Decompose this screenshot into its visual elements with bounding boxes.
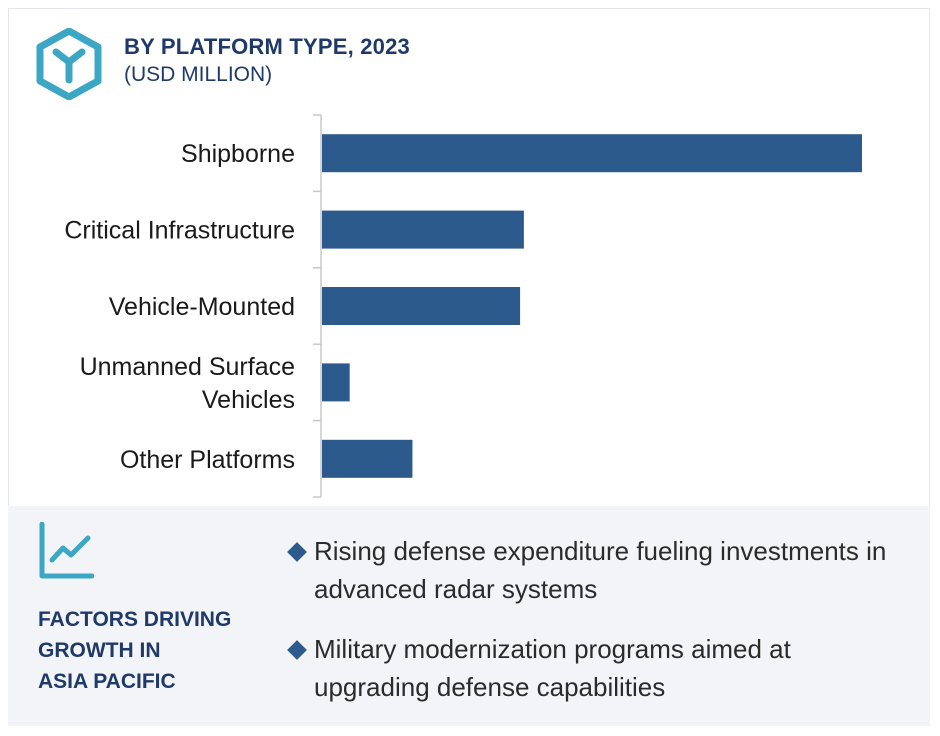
line-chart-icon xyxy=(39,522,94,579)
bar xyxy=(322,210,524,249)
cube-y-icon xyxy=(36,28,102,100)
bar xyxy=(322,134,862,173)
factors-heading-line: GROWTH IN xyxy=(38,639,161,662)
category-label: Critical Infrastructure xyxy=(64,217,295,245)
category-label: Other Platforms xyxy=(120,446,295,474)
factors-list: Rising defense expenditure fueling inves… xyxy=(286,532,906,728)
category-label: Vehicle-Mounted xyxy=(109,293,295,321)
factor-item: Rising defense expenditure fueling inves… xyxy=(286,532,906,608)
factor-text: Military modernization programs aimed at… xyxy=(314,634,791,702)
category-label-line: Other Platforms xyxy=(120,446,295,474)
factors-heading-line: FACTORS DRIVING xyxy=(38,608,232,631)
factors-heading-line: ASIA PACIFIC xyxy=(38,670,176,693)
bar-chart: Shipborne Critical Infrastructure Vehicle-… xyxy=(64,114,862,498)
factor-text: Rising defense expenditure fueling inves… xyxy=(314,536,887,604)
chart-subtitle: (USD MILLION) xyxy=(124,63,273,86)
bar xyxy=(322,287,521,325)
category-label-line: Unmanned Surface xyxy=(80,353,295,381)
category-label-line: Vehicles xyxy=(202,386,295,414)
diamond-bullet-icon xyxy=(287,640,307,660)
factors-heading: FACTORS DRIVING GROWTH IN ASIA PACIFIC xyxy=(38,604,258,697)
category-label: Unmanned Surface Vehicles xyxy=(80,353,295,414)
bar xyxy=(322,363,350,402)
category-label: Shipborne xyxy=(181,140,295,168)
category-label-line: Critical Infrastructure xyxy=(64,217,295,245)
factor-item: Military modernization programs aimed at… xyxy=(286,630,906,706)
bar xyxy=(322,439,413,478)
category-label-line: Vehicle-Mounted xyxy=(109,293,295,321)
category-label-line: Shipborne xyxy=(181,140,295,168)
diamond-bullet-icon xyxy=(287,542,307,562)
chart-title: BY PLATFORM TYPE, 2023 xyxy=(124,34,410,59)
factors-panel: FACTORS DRIVING GROWTH IN ASIA PACIFIC R… xyxy=(8,506,930,726)
